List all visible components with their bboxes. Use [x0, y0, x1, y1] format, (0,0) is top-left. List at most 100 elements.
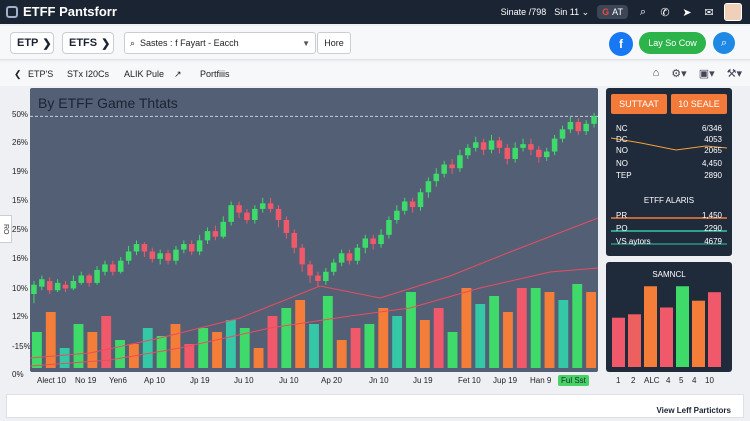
home-icon[interactable]: ⌂ — [652, 67, 660, 79]
alarm-value: 4679 — [704, 237, 722, 246]
volume-bar — [530, 288, 541, 368]
search-input[interactable]: ⌕ Sastes : f Fayart - Eacch ▼ — [124, 32, 316, 54]
stat-value: 6/346 — [701, 124, 722, 133]
session-dropdown[interactable]: Sin 11 ⌄ — [554, 7, 589, 18]
candle — [465, 147, 471, 156]
candle — [236, 205, 242, 213]
candle — [149, 251, 156, 259]
view-participants-link[interactable]: View Leff Partictors — [656, 406, 731, 415]
account-chip-label: AT — [612, 7, 623, 17]
volume-bar — [516, 288, 527, 368]
search-icon[interactable]: ⌕ — [639, 5, 647, 18]
x-tick-label: Ju 10 — [234, 376, 254, 385]
y-tick-label: 10% — [12, 284, 29, 293]
candle — [583, 123, 589, 132]
candle — [228, 205, 234, 222]
volume-bar — [281, 308, 292, 368]
candle — [125, 251, 132, 261]
bar-chart-panel[interactable]: SAMNCL — [606, 262, 732, 372]
stat-value: 2890 — [704, 171, 722, 180]
chart-title: By ETFF Game Thtats — [38, 95, 178, 111]
candle — [338, 253, 345, 263]
nav-item-etps[interactable]: ETP'S — [28, 69, 54, 79]
nav-item-portfolios[interactable]: Portfiiis — [200, 69, 230, 79]
volume-bar — [253, 348, 264, 368]
alarm-row: PO 2290 — [616, 224, 722, 233]
etfs-label: ETFS — [69, 37, 98, 49]
alarm-key: PO — [616, 224, 628, 233]
side-tab[interactable]: RO — [0, 215, 12, 243]
main-chart[interactable]: By ETFF Game Thtats — [30, 88, 598, 372]
candle — [31, 284, 37, 294]
y-tick-label: 0% — [12, 370, 24, 379]
x-tick-label: Fet 10 — [458, 376, 481, 385]
y-tick-label: 25% — [12, 225, 29, 234]
tools-icon[interactable]: ⚒▾ — [726, 68, 742, 80]
scale-button[interactable]: 10 SEALE — [671, 94, 727, 114]
stat-row: TEP 2890 — [616, 171, 722, 180]
side-bar — [676, 286, 689, 367]
back-icon[interactable]: ❮ — [14, 69, 22, 79]
candle — [46, 281, 53, 291]
etp-button[interactable]: ETP ❯ — [10, 32, 54, 54]
alarm-value: 2290 — [704, 224, 722, 233]
account-chip[interactable]: G AT — [597, 5, 628, 19]
stat-value: 4053 — [704, 135, 722, 144]
candle — [354, 247, 361, 261]
candle — [330, 262, 337, 272]
etfs-button[interactable]: ETFS ❯ — [62, 32, 114, 54]
mail-icon[interactable]: ✉ — [704, 6, 714, 19]
volume-bar — [170, 324, 181, 368]
volume-bar — [378, 308, 389, 368]
range-badge[interactable]: Ful Sst — [558, 375, 589, 386]
brand[interactable]: ETFF Pantsforr — [6, 4, 117, 19]
candle — [181, 244, 187, 250]
side-bar — [644, 286, 657, 367]
send-icon[interactable]: ➤ — [682, 6, 692, 19]
candle — [94, 269, 100, 283]
alarm-row: PR 1,450 — [616, 211, 722, 220]
nav-item-stx[interactable]: STx I20Cs — [67, 69, 110, 79]
chevron-down-icon[interactable]: ▼ — [302, 38, 310, 48]
volume-bar — [350, 328, 361, 368]
avatar[interactable] — [724, 3, 742, 21]
facebook-icon[interactable]: f — [609, 32, 633, 56]
candle — [488, 140, 495, 150]
stat-key: NO — [616, 146, 628, 155]
volume-bar — [225, 320, 236, 368]
layout-icon[interactable]: ▣▾ — [698, 68, 715, 80]
candle — [472, 142, 479, 148]
side-bar — [660, 307, 673, 367]
candle — [133, 244, 140, 252]
volume-bar — [419, 320, 430, 368]
suttaat-button[interactable]: SUTTAAT — [611, 94, 667, 114]
search-button[interactable]: ⌕ — [713, 32, 735, 54]
external-link-icon[interactable]: ↗ — [174, 69, 182, 79]
volume-bar — [198, 328, 209, 368]
volume-bar — [447, 332, 458, 368]
candle — [323, 271, 329, 282]
phone-icon[interactable]: ✆ — [660, 6, 670, 19]
volume-bar — [364, 324, 375, 368]
bar-x-label: 10 — [705, 376, 714, 385]
candle — [165, 253, 171, 261]
volume-bar — [115, 340, 125, 368]
candle — [520, 144, 526, 148]
volume-bar — [544, 292, 555, 368]
candle — [70, 281, 77, 289]
candle — [54, 282, 61, 291]
x-tick-label: No 19 — [75, 376, 97, 385]
volume-bar — [156, 336, 167, 368]
footer-bar: View Leff Partictors — [6, 394, 744, 418]
cta-button[interactable]: Lay So Cow — [639, 32, 706, 54]
search-icon: ⌕ — [130, 37, 136, 48]
volume-bar — [392, 316, 403, 368]
top-bar: ETFF Pantsforr Sinate /798 Sin 11 ⌄ G AT … — [0, 0, 750, 24]
alarm-key: VS aytors — [616, 237, 651, 246]
settings-icon[interactable]: ⚙▾ — [671, 68, 687, 80]
volume-bar — [212, 332, 222, 368]
nav-item-alik[interactable]: ALIK Pule — [124, 69, 165, 79]
hore-button[interactable]: Hore — [317, 32, 351, 54]
candle — [504, 147, 511, 159]
